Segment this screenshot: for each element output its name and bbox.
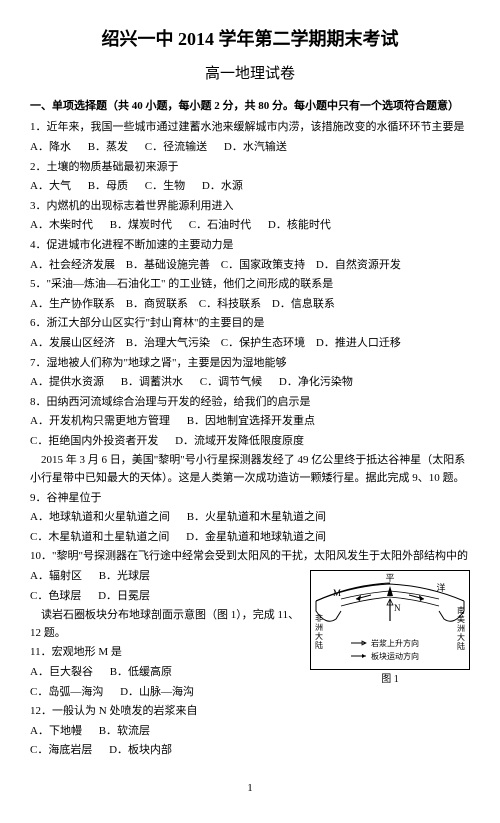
- fig-label-africa: 非洲大陆: [315, 613, 323, 650]
- question-10: 10．"黎明"号探测器在飞行途中经常会受到太阳风的干扰，太阳风发生于太阳外部结构…: [30, 548, 470, 566]
- opt-8a: A．开发机构只需更地方管理: [30, 413, 170, 431]
- passage-1: 2015 年 3 月 6 日，美国"黎明"号小行星探测器发经了 49 亿公里终于…: [30, 452, 470, 487]
- opt-7c: C．调节气候: [200, 374, 262, 392]
- opt-8c: C．拒绝国内外投资者开发: [30, 433, 158, 451]
- opt-6d: D．推进人口迁移: [316, 335, 401, 353]
- question-9-options-2: C．木星轨道和土星轨道之间 D．金星轨道和地球轨道之间: [30, 529, 470, 547]
- opt-12d: D．板块内部: [109, 742, 172, 760]
- opt-11a: A．巨大裂谷: [30, 664, 93, 682]
- question-6: 6．浙江大部分山区实行"封山育林"的主要目的是: [30, 315, 470, 333]
- opt-2c: C．生物: [145, 178, 185, 196]
- opt-8b: B．因地制宜选择开发重点: [187, 413, 315, 431]
- figure-1-container: 平 洋 M N 非洲大陆 南美洲大陆 岩浆上升方向 板块运动方向 图 1: [310, 570, 470, 688]
- question-4-options: A．社会经济发展 B．基础设施完善 C．国家政策支持 D．自然资源开发: [30, 257, 470, 275]
- opt-3a: A．木柴时代: [30, 217, 93, 235]
- fig-label-n: N: [394, 603, 401, 613]
- opt-4a: A．社会经济发展: [30, 257, 115, 275]
- figure-1-caption: 图 1: [310, 672, 470, 688]
- question-12-options: A．下地幔 B．软流层: [30, 723, 470, 741]
- question-2-options: A．大气 B．母质 C．生物 D．水源: [30, 178, 470, 196]
- question-1-options: A．降水 B．蒸发 C．径流输送 D．水汽输送: [30, 139, 470, 157]
- question-7: 7．湿地被人们称为"地球之肾"，主要是因为湿地能够: [30, 355, 470, 373]
- opt-8d: D．流域开发降低限度原度: [175, 433, 304, 451]
- question-3: 3．内燃机的出现标志着世界能源利用进入: [30, 198, 470, 216]
- opt-1b: B．蒸发: [88, 139, 128, 157]
- opt-4c: C．国家政策支持: [221, 257, 305, 275]
- question-8-options-2: C．拒绝国内外投资者开发 D．流域开发降低限度原度: [30, 433, 470, 451]
- opt-3d: D．核能时代: [268, 217, 331, 235]
- fig-label-sa: 南美洲大陆: [457, 605, 465, 651]
- opt-10a: A．辐射区: [30, 568, 82, 586]
- question-9: 9．谷神星位于: [30, 490, 470, 508]
- opt-3c: C．石油时代: [189, 217, 251, 235]
- question-5: 5．"采油—炼油—石油化工" 的工业链，他们之间形成的联系是: [30, 276, 470, 294]
- question-1: 1．近年来，我国一些城市通过建蓄水池来缓解城市内涝，该措施改变的水循环环节主要是: [30, 119, 470, 137]
- opt-9b: B．火星轨道和木星轨道之间: [187, 509, 326, 527]
- opt-5d: D．信息联系: [272, 296, 335, 314]
- question-5-options: A．生产协作联系 B．商贸联系 C．科技联系 D．信息联系: [30, 296, 470, 314]
- opt-2d: D．水源: [202, 178, 243, 196]
- question-12-options-2: C．海底岩层 D．板块内部: [30, 742, 470, 760]
- question-7-options: A．提供水资源 B．调蓄洪水 C．调节气候 D．净化污染物: [30, 374, 470, 392]
- opt-3b: B．煤炭时代: [110, 217, 172, 235]
- opt-10c: C．色球层: [30, 588, 81, 606]
- question-9-options: A．地球轨道和火星轨道之间 B．火星轨道和木星轨道之间: [30, 509, 470, 527]
- opt-5b: B．商贸联系: [126, 296, 188, 314]
- opt-10d: D．日冕层: [98, 588, 150, 606]
- opt-6c: C．保护生态环境: [221, 335, 305, 353]
- opt-11c: C．岛弧—海沟: [30, 684, 103, 702]
- figure-1-diagram: 平 洋 M N 非洲大陆 南美洲大陆 岩浆上升方向 板块运动方向: [310, 570, 470, 670]
- opt-11b: B．低缓高原: [110, 664, 172, 682]
- question-6-options: A．发展山区经济 B．治理大气污染 C．保护生态环境 D．推进人口迁移: [30, 335, 470, 353]
- fig-label-m: M: [333, 588, 341, 598]
- question-8-options: A．开发机构只需更地方管理 B．因地制宜选择开发重点: [30, 413, 470, 431]
- opt-7b: B．调蓄洪水: [121, 374, 183, 392]
- opt-1d: D．水汽输送: [224, 139, 287, 157]
- opt-5c: C．科技联系: [199, 296, 261, 314]
- opt-12b: B．软流层: [99, 723, 150, 741]
- opt-7a: A．提供水资源: [30, 374, 104, 392]
- exam-subtitle: 高一地理试卷: [30, 62, 470, 86]
- opt-9d: D．金星轨道和地球轨道之间: [186, 529, 326, 547]
- question-4: 4．促进城市化进程不断加速的主要动力是: [30, 237, 470, 255]
- exam-title: 绍兴一中 2014 学年第二学期期末考试: [30, 25, 470, 54]
- section-1-header: 一、单项选择题（共 40 小题，每小题 2 分，共 80 分。每小题中只有一个选…: [30, 98, 470, 116]
- question-8: 8．田纳西河流域综合治理与开发的经验，给我们的启示是: [30, 394, 470, 412]
- opt-9c: C．木星轨道和土星轨道之间: [30, 529, 169, 547]
- page-number: 1: [30, 780, 470, 798]
- fig-legend-1: 岩浆上升方向: [371, 638, 419, 648]
- opt-5a: A．生产协作联系: [30, 296, 115, 314]
- opt-2b: B．母质: [88, 178, 128, 196]
- opt-2a: A．大气: [30, 178, 71, 196]
- opt-6b: B．治理大气污染: [126, 335, 210, 353]
- opt-6a: A．发展山区经济: [30, 335, 115, 353]
- question-3-options: A．木柴时代 B．煤炭时代 C．石油时代 D．核能时代: [30, 217, 470, 235]
- opt-4b: B．基础设施完善: [126, 257, 210, 275]
- opt-7d: D．净化污染物: [279, 374, 353, 392]
- opt-4d: D．自然资源开发: [316, 257, 401, 275]
- fig-label-ping: 平: [385, 573, 394, 583]
- fig-label-yang: 洋: [436, 582, 445, 593]
- opt-9a: A．地球轨道和火星轨道之间: [30, 509, 170, 527]
- opt-11d: D．山脉—海沟: [120, 684, 194, 702]
- opt-1c: C．径流输送: [145, 139, 207, 157]
- opt-12a: A．下地幔: [30, 723, 82, 741]
- fig-legend-2: 板块运动方向: [371, 651, 419, 661]
- opt-1a: A．降水: [30, 139, 71, 157]
- opt-12c: C．海底岩层: [30, 742, 92, 760]
- opt-10b: B．光球层: [99, 568, 150, 586]
- question-2: 2．土壤的物质基础最初来源于: [30, 159, 470, 177]
